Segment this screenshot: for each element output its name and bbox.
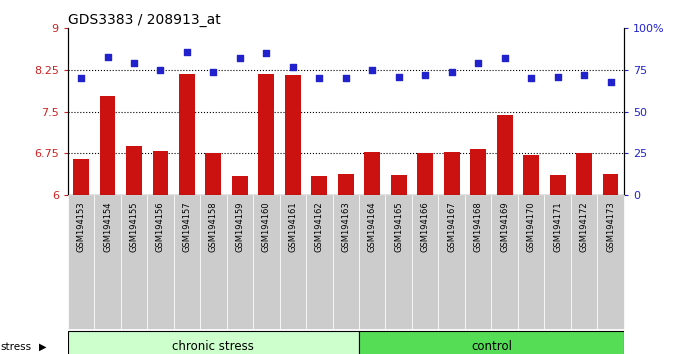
Point: [393, 74, 404, 79]
Point: [499, 56, 510, 61]
Bar: [338, 173, 354, 195]
Point: [340, 75, 351, 81]
Bar: [571, 195, 597, 329]
Bar: [174, 195, 200, 329]
Bar: [253, 195, 279, 329]
Text: GSM194154: GSM194154: [103, 201, 112, 252]
Point: [314, 75, 325, 81]
Text: GSM194171: GSM194171: [553, 201, 562, 252]
Bar: [226, 195, 253, 329]
Bar: [68, 195, 94, 329]
Point: [605, 79, 616, 84]
Text: GSM194156: GSM194156: [156, 201, 165, 252]
Text: GSM194155: GSM194155: [129, 201, 138, 252]
Text: GSM194173: GSM194173: [606, 201, 615, 252]
Text: GSM194158: GSM194158: [209, 201, 218, 252]
Bar: [332, 195, 359, 329]
Bar: [471, 149, 486, 195]
Point: [367, 67, 378, 73]
Bar: [100, 96, 115, 195]
Text: GSM194168: GSM194168: [474, 201, 483, 252]
Text: GSM194160: GSM194160: [262, 201, 271, 252]
Bar: [147, 195, 174, 329]
Point: [578, 72, 589, 78]
Bar: [306, 195, 332, 329]
Text: GSM194161: GSM194161: [288, 201, 298, 252]
Text: GSM194162: GSM194162: [315, 201, 324, 252]
Point: [446, 69, 457, 74]
Bar: [359, 331, 624, 354]
Bar: [443, 152, 460, 195]
Bar: [126, 146, 142, 195]
Bar: [94, 195, 121, 329]
Text: GSM194157: GSM194157: [182, 201, 191, 252]
Bar: [364, 152, 380, 195]
Text: ▶: ▶: [39, 342, 47, 352]
Text: stress: stress: [1, 342, 32, 352]
Bar: [492, 195, 518, 329]
Text: GSM194163: GSM194163: [341, 201, 351, 252]
Point: [102, 54, 113, 59]
Bar: [603, 173, 618, 195]
Text: GSM194166: GSM194166: [421, 201, 430, 252]
Bar: [465, 195, 492, 329]
Text: control: control: [471, 340, 512, 353]
Bar: [518, 195, 544, 329]
Point: [261, 51, 272, 56]
Bar: [121, 195, 147, 329]
Point: [129, 61, 140, 66]
Point: [235, 56, 245, 61]
Bar: [279, 195, 306, 329]
Bar: [391, 175, 407, 195]
Bar: [205, 153, 221, 195]
Bar: [258, 74, 275, 195]
Bar: [153, 152, 168, 195]
Text: GSM194169: GSM194169: [500, 201, 509, 252]
Bar: [439, 195, 465, 329]
Text: GSM194153: GSM194153: [77, 201, 85, 252]
Bar: [497, 115, 513, 195]
Point: [155, 67, 166, 73]
Text: GSM194164: GSM194164: [367, 201, 377, 252]
Point: [420, 72, 431, 78]
Text: GSM194159: GSM194159: [235, 201, 244, 252]
Bar: [523, 155, 539, 195]
Bar: [68, 331, 359, 354]
Text: GSM194170: GSM194170: [527, 201, 536, 252]
Bar: [285, 75, 301, 195]
Text: GSM194167: GSM194167: [447, 201, 456, 252]
Bar: [386, 195, 412, 329]
Point: [525, 75, 536, 81]
Bar: [576, 153, 592, 195]
Point: [76, 75, 87, 81]
Bar: [550, 175, 565, 195]
Bar: [200, 195, 226, 329]
Bar: [544, 195, 571, 329]
Bar: [417, 153, 433, 195]
Point: [473, 61, 483, 66]
Text: chronic stress: chronic stress: [172, 340, 254, 353]
Point: [287, 64, 298, 69]
Bar: [179, 74, 195, 195]
Point: [552, 74, 563, 79]
Text: GSM194172: GSM194172: [580, 201, 589, 252]
Bar: [232, 176, 248, 195]
Bar: [597, 195, 624, 329]
Bar: [359, 195, 386, 329]
Point: [182, 49, 193, 55]
Bar: [73, 159, 89, 195]
Text: GDS3383 / 208913_at: GDS3383 / 208913_at: [68, 13, 220, 27]
Bar: [412, 195, 439, 329]
Bar: [311, 176, 327, 195]
Text: GSM194165: GSM194165: [394, 201, 403, 252]
Point: [208, 69, 219, 74]
